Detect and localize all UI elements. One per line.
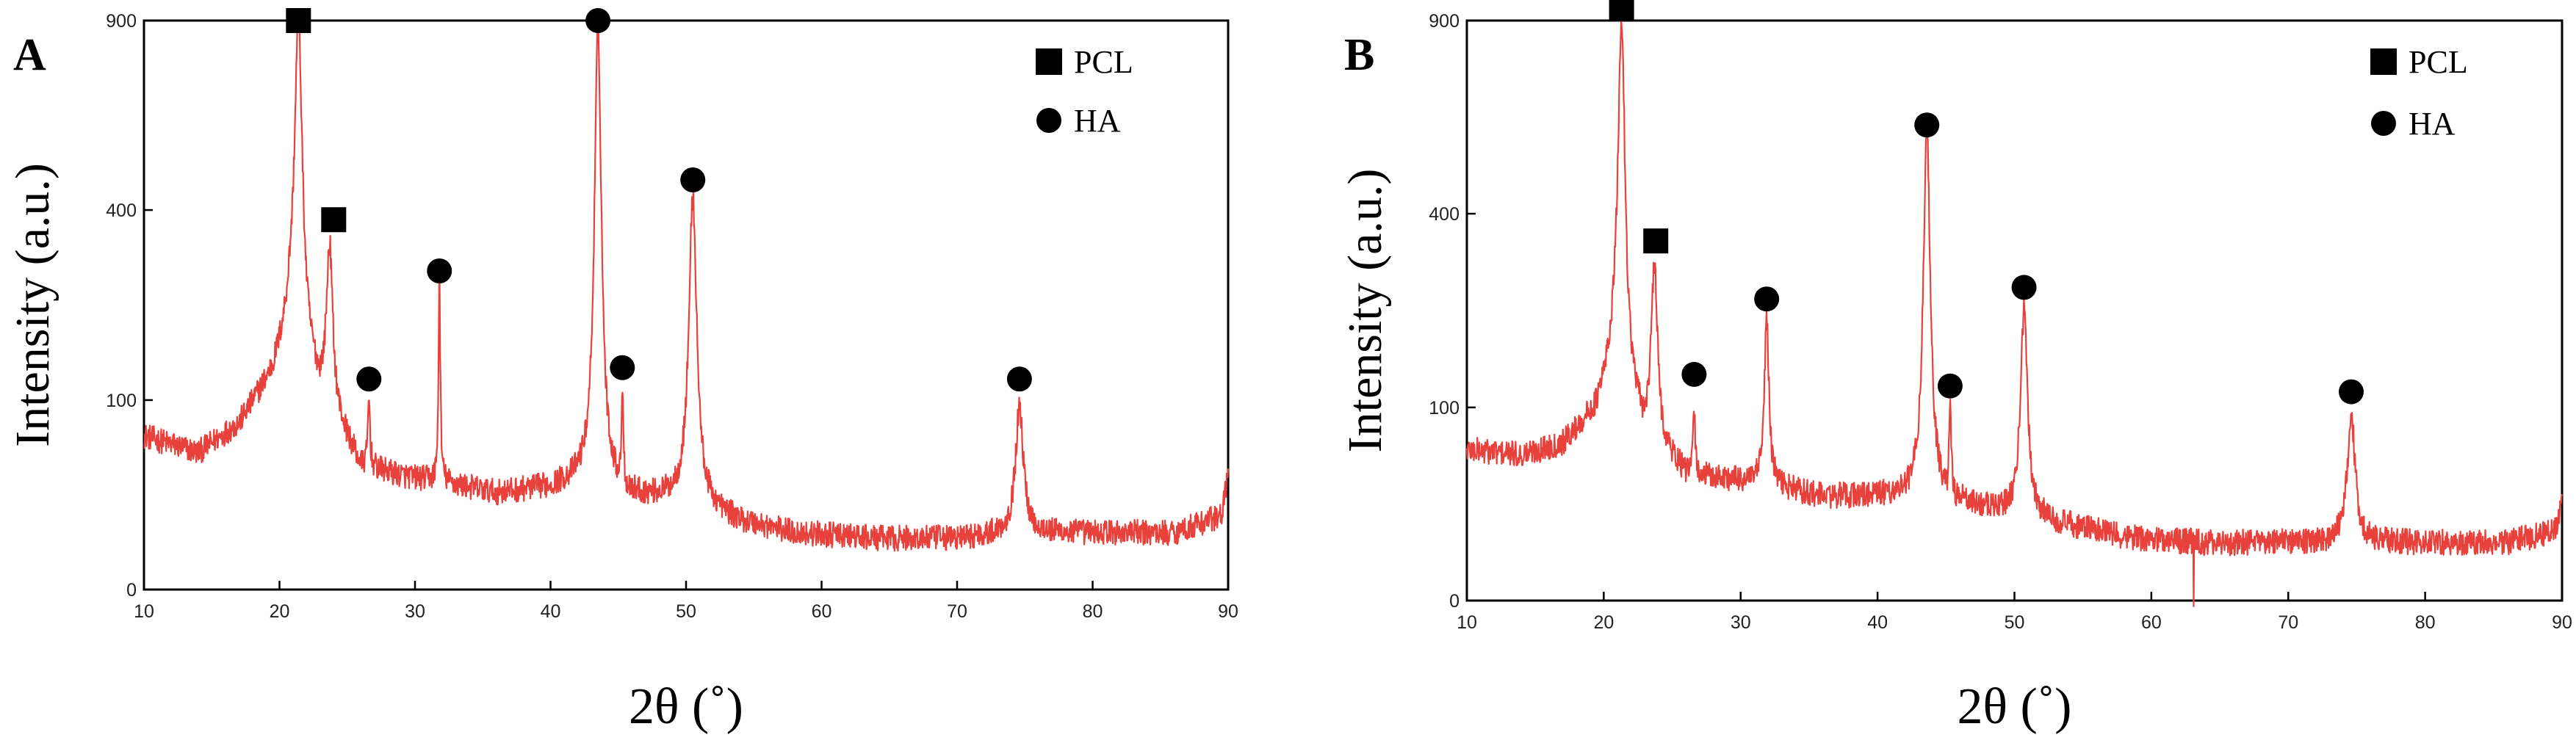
y-tick-label: 0 bbox=[126, 580, 137, 601]
y-tick-label: 0 bbox=[1449, 591, 1460, 612]
y-tick-label: 400 bbox=[106, 200, 137, 221]
pcl-peak-marker bbox=[1643, 228, 1669, 254]
y-tick-label: 100 bbox=[1429, 398, 1460, 418]
legend-square-icon bbox=[1036, 48, 1062, 75]
legend-label: HA bbox=[2409, 106, 2456, 142]
x-tick-label: 20 bbox=[1593, 612, 1614, 633]
x-tick-label: 40 bbox=[1867, 612, 1888, 633]
x-tick-label: 10 bbox=[134, 601, 154, 622]
legend-label: HA bbox=[1074, 103, 1121, 139]
ha-peak-marker bbox=[585, 8, 611, 33]
x-tick-label: 30 bbox=[1731, 612, 1751, 633]
x-tick-label: 20 bbox=[270, 601, 290, 622]
x-tick-label: 30 bbox=[405, 601, 425, 622]
ha-peak-marker bbox=[2011, 275, 2037, 300]
y-axis-label: Intensity (a.u.) bbox=[1338, 169, 1392, 453]
legend-circle-icon bbox=[2371, 111, 2396, 136]
x-tick-label: 80 bbox=[1083, 601, 1103, 622]
y-tick-label: 400 bbox=[1429, 204, 1460, 225]
x-tick-label: 50 bbox=[2005, 612, 2025, 633]
panel-letter: B bbox=[1344, 30, 1374, 80]
legend-square-icon bbox=[2370, 48, 2397, 75]
x-tick-label: 60 bbox=[812, 601, 832, 622]
x-tick-label: 60 bbox=[2141, 612, 2162, 633]
y-tick-label: 100 bbox=[106, 391, 137, 411]
pcl-peak-marker bbox=[286, 8, 311, 33]
ha-peak-marker bbox=[2338, 379, 2364, 405]
y-tick-label: 900 bbox=[1429, 11, 1460, 32]
xrd-trace bbox=[143, 12, 1230, 552]
x-axis-label: 2θ (˚) bbox=[1958, 678, 2072, 735]
plot-frame bbox=[142, 19, 1230, 591]
y-tick-label: 900 bbox=[106, 11, 137, 32]
ha-peak-marker bbox=[356, 366, 382, 392]
legend: PCL HA bbox=[2370, 44, 2468, 142]
x-axis-label: 2θ (˚) bbox=[629, 678, 743, 735]
ha-peak-marker bbox=[1006, 366, 1032, 392]
ha-peak-marker bbox=[610, 355, 635, 380]
xrd-trace bbox=[1465, 18, 2564, 607]
ha-peak-marker bbox=[1937, 373, 1963, 399]
x-tick-label: 90 bbox=[1218, 601, 1238, 622]
ha-peak-marker bbox=[1681, 361, 1707, 387]
legend-circle-icon bbox=[1036, 108, 1061, 133]
legend-label: PCL bbox=[1074, 44, 1133, 80]
ha-peak-marker bbox=[427, 258, 452, 283]
legend-label: PCL bbox=[2409, 44, 2468, 80]
x-tick-label: 90 bbox=[2552, 612, 2572, 633]
x-tick-label: 80 bbox=[2415, 612, 2436, 633]
pcl-peak-marker bbox=[321, 207, 347, 233]
x-tick-label: 70 bbox=[2278, 612, 2298, 633]
ha-peak-marker bbox=[1754, 286, 1780, 312]
ha-peak-marker bbox=[680, 167, 706, 192]
ha-peak-marker bbox=[1914, 112, 1940, 138]
x-tick-label: 40 bbox=[541, 601, 561, 622]
pcl-peak-marker bbox=[1609, 0, 1634, 22]
panel-letter: A bbox=[13, 30, 46, 80]
x-tick-label: 70 bbox=[947, 601, 967, 622]
y-axis-label: Intensity (a.u.) bbox=[6, 163, 59, 447]
legend: PCL HA bbox=[1036, 44, 1133, 139]
x-tick-label: 50 bbox=[676, 601, 696, 622]
plot-frame bbox=[1465, 19, 2564, 602]
x-tick-label: 10 bbox=[1457, 612, 1477, 633]
